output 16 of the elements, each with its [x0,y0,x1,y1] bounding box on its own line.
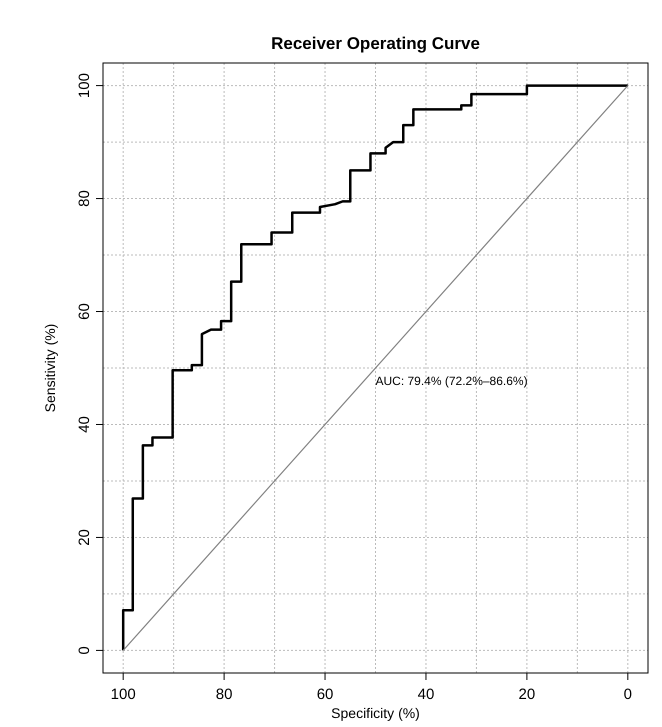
annotation: AUC: 79.4% (72.2%–86.6%) [376,374,528,388]
x-tick-label: 80 [216,686,232,703]
y-tick-label: 20 [76,529,93,546]
y-axis-title: Sensitivity (%) [42,324,58,412]
y-tick-label: 60 [76,303,93,320]
y-tick-label: 40 [76,416,93,433]
x-tick-label: 40 [418,686,434,703]
x-tick-label: 20 [518,686,536,703]
y-tick-label: 100 [76,73,93,98]
x-tick-label: 60 [316,686,334,703]
y-tick-label: 0 [76,646,93,655]
x-tick-label: 100 [110,686,136,703]
x-axis-title: Specificity (%) [331,705,420,721]
x-tick-label: 0 [624,686,632,703]
y-tick-label: 80 [76,190,93,207]
chart-title: Receiver Operating Curve [271,34,480,53]
